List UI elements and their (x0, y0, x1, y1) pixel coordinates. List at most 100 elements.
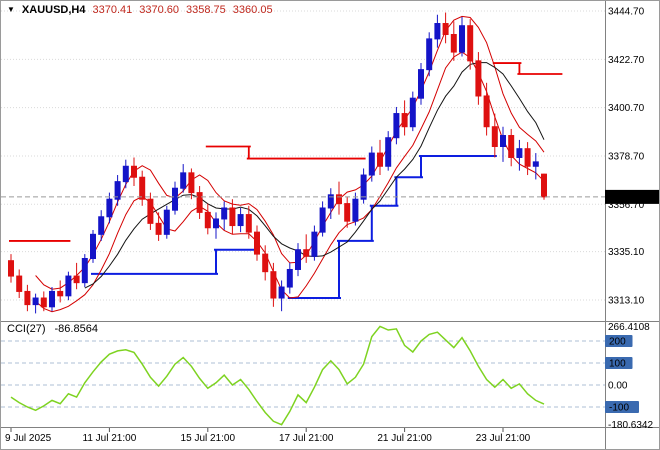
candle (286, 268, 293, 288)
current-price-badge-label: 3360.05 (608, 193, 645, 204)
candle (409, 97, 416, 128)
cci-level-badge (605, 357, 633, 369)
high-value: 3370.60 (139, 4, 180, 16)
candle (32, 297, 39, 306)
candle (147, 198, 154, 224)
candle (65, 275, 72, 297)
candle (344, 203, 351, 222)
candle (450, 33, 457, 53)
candle (295, 249, 301, 270)
candle (270, 271, 277, 299)
symbol-info: ▼ XAUUSD,H4 3370.41 3370.60 3358.75 3360… (7, 4, 273, 16)
price-axis-label: 3444.70 (608, 7, 645, 18)
candle (368, 152, 375, 176)
candle (336, 194, 342, 205)
cci-level-badge (605, 401, 639, 413)
symbol-title: XAUUSD,H4 (21, 4, 86, 16)
candle (360, 174, 367, 200)
candle (57, 290, 64, 297)
indicator-value: -86.8564 (54, 323, 98, 335)
cci-level-badge-label: 100 (609, 359, 626, 370)
candle (245, 214, 252, 233)
candle (467, 25, 474, 62)
cci-line (10, 325, 545, 426)
candle (541, 173, 547, 198)
time-axis-label: 11 Jul 21:00 (83, 433, 137, 444)
candle (24, 290, 31, 306)
candle (172, 187, 178, 211)
candle (426, 38, 433, 71)
candle (122, 165, 129, 183)
candle (524, 148, 531, 167)
candle (377, 152, 383, 167)
price-axis-label: 3356.70 (608, 200, 645, 211)
price-axis-label: 3378.70 (608, 151, 645, 162)
candle (139, 176, 146, 200)
candle (385, 137, 392, 167)
time-axis-label: 23 Jul 21:00 (476, 433, 531, 444)
candle (500, 135, 506, 147)
candle (262, 253, 269, 273)
current-price-badge (605, 189, 659, 204)
time-axis-label: 17 Jul 21:00 (279, 433, 334, 444)
candle (508, 135, 515, 158)
cci-level-badge-label: -100 (609, 403, 629, 414)
chart-dropdown-icon[interactable]: ▼ (7, 5, 15, 14)
open-value: 3370.41 (92, 4, 133, 16)
candle (213, 218, 219, 229)
candle (188, 172, 195, 194)
candle (319, 207, 326, 233)
candle (155, 222, 162, 235)
cci-level-badge-label: 200 (609, 337, 626, 348)
candle (114, 181, 121, 200)
candle (221, 207, 228, 220)
time-axis-label: 15 Jul 21:00 (181, 433, 236, 444)
cci-level-label: 0.00 (608, 381, 628, 392)
close-value: 3360.05 (232, 4, 273, 16)
low-value: 3358.75 (186, 4, 226, 16)
indicator-label: CCI(27) -86.8564 (7, 323, 98, 335)
candle (311, 231, 318, 257)
candle (73, 275, 80, 284)
time-axis-label: 9 Jul 2025 (5, 433, 52, 444)
candle (81, 257, 88, 284)
candle (491, 126, 498, 147)
candle (327, 194, 334, 209)
indicator-name: CCI(27) (7, 323, 46, 335)
candle (418, 69, 424, 99)
candle (49, 290, 55, 308)
candle (8, 260, 14, 277)
price-axis-label: 3335.10 (608, 247, 645, 258)
cci-min-label: -180.6342 (608, 420, 653, 431)
cci-max-label: 266.4108 (608, 322, 650, 333)
candle (106, 198, 113, 218)
candle (393, 113, 400, 139)
candle (204, 211, 211, 229)
time-axis-label: 21 Jul 21:00 (377, 433, 432, 444)
candle (401, 113, 408, 128)
price-axis-label: 3313.10 (608, 296, 645, 307)
candle (459, 25, 465, 53)
candle (434, 23, 441, 40)
candle (180, 172, 187, 189)
cci-level-badge (605, 335, 633, 347)
candle (237, 214, 244, 227)
candle (516, 148, 523, 158)
price-axis-label: 3400.70 (608, 103, 645, 114)
ma-low-line (35, 51, 545, 313)
candle (196, 192, 203, 213)
candle (303, 249, 310, 257)
candle (352, 198, 359, 222)
candle (483, 95, 490, 128)
candle (229, 207, 236, 227)
candle (278, 286, 285, 299)
candle (532, 161, 539, 167)
candle (90, 233, 96, 259)
candle (98, 216, 105, 235)
candle (163, 209, 170, 235)
price-axis-label: 3422.70 (608, 55, 645, 66)
candle (16, 275, 23, 292)
candle (254, 231, 260, 255)
